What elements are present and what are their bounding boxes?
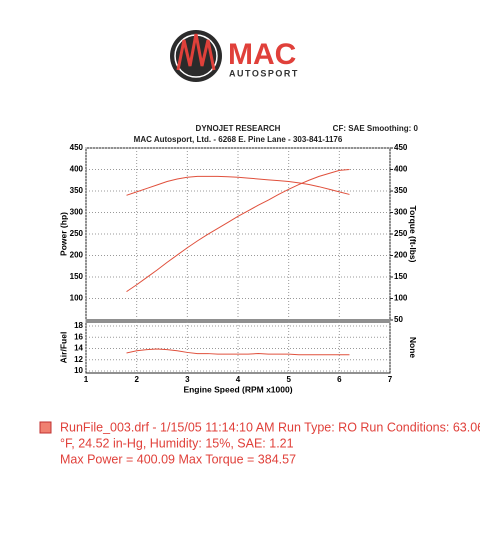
legend-text: Max Power = 400.09 Max Torque = 384.57 [60,452,296,466]
y-tick-label: 250 [70,229,84,238]
y-tick-label: 12 [74,355,83,364]
y-tick-label: 10 [74,366,83,375]
logo-name: MAC [228,38,296,71]
plot-frame [85,321,391,374]
legend-swatch [39,421,52,434]
y-tick-label: 450 [70,143,84,152]
y-tick-label: 16 [74,332,83,341]
y-tick-label: 300 [70,208,84,217]
y-tick-label: 350 [70,186,84,195]
y2-tick-label: 100 [394,294,408,303]
chart-title: DYNOJET RESEARCH [196,124,281,133]
x-axis-label: Engine Speed (RPM x1000) [183,384,292,394]
logo-tagline: AUTOSPORT [229,68,299,78]
chart-subtitle: MAC Autosport, Ltd. - 6268 E. Pine Lane … [134,135,343,144]
y2-tick-label: 450 [394,143,408,152]
y2-tick-label: 400 [394,165,408,174]
y2-tick-label: 350 [394,186,408,195]
x-tick-label: 3 [185,375,190,384]
legend-text: RunFile_003.drf - 1/15/05 11:14:10 AM Ru… [60,420,480,434]
y-axis-label: Power (hp) [58,212,68,256]
x-tick-label: 2 [134,375,139,384]
y2-tick-label: 300 [394,208,408,217]
y-tick-label: 200 [70,251,84,260]
y2-tick-label: 250 [394,229,408,238]
y-tick-label: 18 [74,321,83,330]
y2-tick-label: 150 [394,272,408,281]
y2-axis-label: Torque (ft-lbs) [408,206,418,263]
series-line [126,348,350,356]
y2-axis-label: None [408,337,418,359]
x-tick-label: 1 [84,375,89,384]
annotation: CF: SAE Smoothing: 0 [333,124,419,133]
x-tick-label: 5 [286,375,291,384]
y-axis-label: Air/Fuel [58,332,68,364]
x-tick-label: 7 [388,375,393,384]
y2-tick-label: 200 [394,251,408,260]
legend-text: °F, 24.52 in-Hg, Humidity: 15%, SAE: 1.2… [60,436,294,450]
y2-tick-label: 50 [394,315,403,324]
y-tick-label: 14 [74,344,83,353]
x-tick-label: 6 [337,375,342,384]
x-tick-label: 4 [236,375,241,384]
series-line [126,175,350,196]
y-tick-label: 100 [70,294,84,303]
logo-m [176,33,216,71]
series-line [126,169,350,293]
y-tick-label: 400 [70,165,84,174]
y-tick-label: 150 [70,272,84,281]
